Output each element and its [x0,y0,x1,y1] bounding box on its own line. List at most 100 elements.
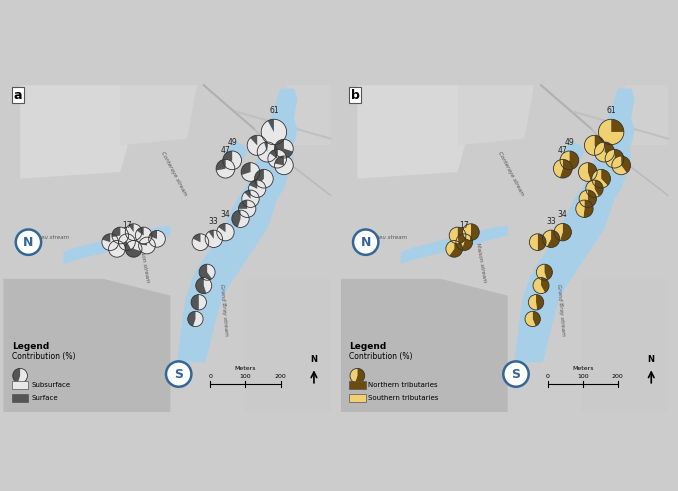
Polygon shape [148,230,165,247]
Polygon shape [188,311,195,327]
Polygon shape [560,160,572,178]
Polygon shape [605,142,614,158]
Text: Subsurface: Subsurface [31,382,71,388]
Text: N: N [361,236,371,248]
Polygon shape [595,136,605,155]
Polygon shape [112,227,129,244]
Polygon shape [127,234,136,249]
Text: Conteraye stream: Conteraye stream [160,150,188,196]
Polygon shape [586,180,599,197]
Polygon shape [250,136,257,145]
Polygon shape [204,277,212,293]
Polygon shape [357,85,474,179]
Polygon shape [268,149,287,168]
Polygon shape [134,241,142,251]
Polygon shape [525,311,536,327]
Text: Legend: Legend [349,342,386,351]
Polygon shape [108,241,125,257]
Polygon shape [257,142,277,162]
Polygon shape [456,234,464,250]
Polygon shape [64,225,170,264]
Polygon shape [458,85,534,145]
Polygon shape [592,169,607,188]
Polygon shape [244,279,331,412]
Polygon shape [583,200,593,218]
Polygon shape [232,210,241,227]
Polygon shape [247,136,267,155]
Polygon shape [196,277,206,294]
Polygon shape [458,227,466,244]
Polygon shape [193,311,203,327]
Text: 100: 100 [240,374,252,379]
Text: Grand Bray stream: Grand Bray stream [219,284,228,337]
Polygon shape [579,190,589,207]
Polygon shape [149,230,157,239]
Text: S: S [511,368,521,381]
Text: Conteraye stream: Conteraye stream [497,150,525,196]
Polygon shape [515,88,635,362]
Polygon shape [536,295,544,310]
Polygon shape [224,142,247,162]
Text: 0: 0 [209,374,212,379]
Text: 200: 200 [612,374,624,379]
Polygon shape [261,119,287,145]
Polygon shape [553,160,563,178]
Polygon shape [13,368,20,382]
Polygon shape [207,264,215,279]
Text: N: N [311,355,317,364]
Polygon shape [541,277,549,293]
Polygon shape [270,149,277,159]
Polygon shape [584,136,597,155]
Text: S: S [174,368,183,381]
Circle shape [166,361,191,387]
Polygon shape [120,85,197,145]
Polygon shape [275,156,284,165]
Polygon shape [191,295,199,310]
Polygon shape [199,264,212,280]
Polygon shape [223,151,232,166]
Polygon shape [621,156,631,173]
Polygon shape [576,200,584,218]
Polygon shape [241,163,260,181]
Polygon shape [111,241,117,249]
Text: Contribution (%): Contribution (%) [12,352,75,361]
Bar [12,381,28,389]
Polygon shape [205,230,222,247]
Polygon shape [530,234,538,250]
Polygon shape [119,234,131,250]
Polygon shape [624,85,668,145]
Text: Maison stream: Maison stream [138,243,150,283]
Circle shape [16,229,41,255]
Text: Meters: Meters [572,366,593,371]
Polygon shape [192,234,209,250]
Text: 47: 47 [220,146,231,155]
Bar [349,381,365,389]
Polygon shape [554,223,563,241]
Text: 17: 17 [460,221,469,230]
Polygon shape [581,279,668,412]
Polygon shape [209,230,214,239]
Polygon shape [258,169,273,188]
Polygon shape [340,279,508,412]
Polygon shape [239,200,247,209]
Polygon shape [3,279,170,412]
Polygon shape [138,237,155,254]
Text: 34: 34 [558,211,567,219]
Polygon shape [242,190,259,207]
Bar [349,394,365,403]
Text: 47: 47 [558,146,567,155]
Text: 200: 200 [275,374,286,379]
Polygon shape [462,234,473,250]
Polygon shape [560,151,570,168]
Text: 61: 61 [269,106,279,115]
Circle shape [353,229,378,255]
Polygon shape [578,163,591,181]
Text: Northern tributaries: Northern tributaries [368,382,438,388]
Text: 33: 33 [546,217,556,226]
Polygon shape [112,227,120,237]
Text: N: N [23,236,34,248]
Text: Surface: Surface [31,395,58,402]
Polygon shape [542,230,551,246]
Polygon shape [401,225,508,264]
Text: Beaulieu stream: Beaulieu stream [361,235,407,240]
